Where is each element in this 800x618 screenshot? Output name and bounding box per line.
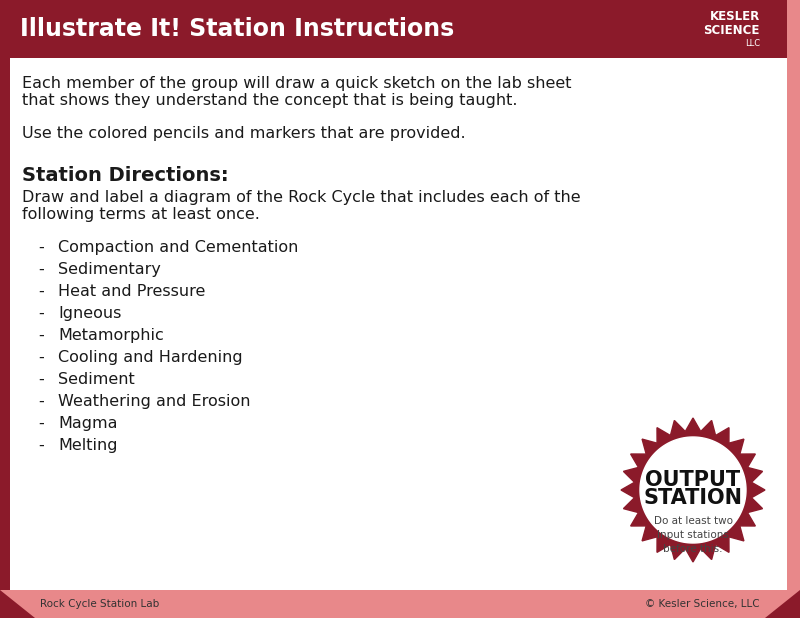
Text: -: - (38, 416, 44, 431)
Text: SCIENCE: SCIENCE (704, 23, 760, 36)
Text: © Kesler Science, LLC: © Kesler Science, LLC (646, 599, 760, 609)
Polygon shape (640, 437, 746, 543)
Text: -: - (38, 306, 44, 321)
Text: Magma: Magma (58, 416, 118, 431)
Text: Heat and Pressure: Heat and Pressure (58, 284, 206, 299)
Text: that shows they understand the concept that is being taught.: that shows they understand the concept t… (22, 93, 518, 108)
Polygon shape (765, 590, 800, 618)
Polygon shape (621, 418, 765, 562)
Text: following terms at least once.: following terms at least once. (22, 207, 260, 222)
Text: -: - (38, 262, 44, 277)
Text: OUTPUT: OUTPUT (646, 470, 741, 490)
Text: Melting: Melting (58, 438, 118, 453)
Text: Compaction and Cementation: Compaction and Cementation (58, 240, 298, 255)
Text: Igneous: Igneous (58, 306, 122, 321)
Bar (0, 590, 800, 618)
Text: Metamorphic: Metamorphic (58, 328, 164, 343)
Text: LLC: LLC (745, 38, 760, 48)
Text: -: - (38, 284, 44, 299)
Text: Sedimentary: Sedimentary (58, 262, 161, 277)
Text: -: - (38, 438, 44, 453)
Text: -: - (38, 240, 44, 255)
Polygon shape (0, 590, 35, 618)
Text: Rock Cycle Station Lab: Rock Cycle Station Lab (40, 599, 159, 609)
Text: Use the colored pencils and markers that are provided.: Use the colored pencils and markers that… (22, 126, 466, 141)
Text: Weathering and Erosion: Weathering and Erosion (58, 394, 250, 409)
Text: -: - (38, 328, 44, 343)
Bar (10, 58, 787, 590)
Text: Do at least two
Input stations
before this.: Do at least two Input stations before th… (654, 516, 733, 554)
Text: KESLER: KESLER (710, 9, 760, 22)
Text: STATION: STATION (643, 488, 742, 508)
Text: Draw and label a diagram of the Rock Cycle that includes each of the: Draw and label a diagram of the Rock Cyc… (22, 190, 581, 205)
Bar (10, 0, 787, 58)
Text: Station Directions:: Station Directions: (22, 166, 229, 185)
Text: Sediment: Sediment (58, 372, 134, 387)
Text: Cooling and Hardening: Cooling and Hardening (58, 350, 242, 365)
Text: -: - (38, 350, 44, 365)
Bar (0, 0, 10, 618)
Text: Illustrate It! Station Instructions: Illustrate It! Station Instructions (20, 17, 454, 41)
Text: -: - (38, 372, 44, 387)
Text: Each member of the group will draw a quick sketch on the lab sheet: Each member of the group will draw a qui… (22, 76, 571, 91)
Bar (787, 0, 800, 618)
Text: -: - (38, 394, 44, 409)
